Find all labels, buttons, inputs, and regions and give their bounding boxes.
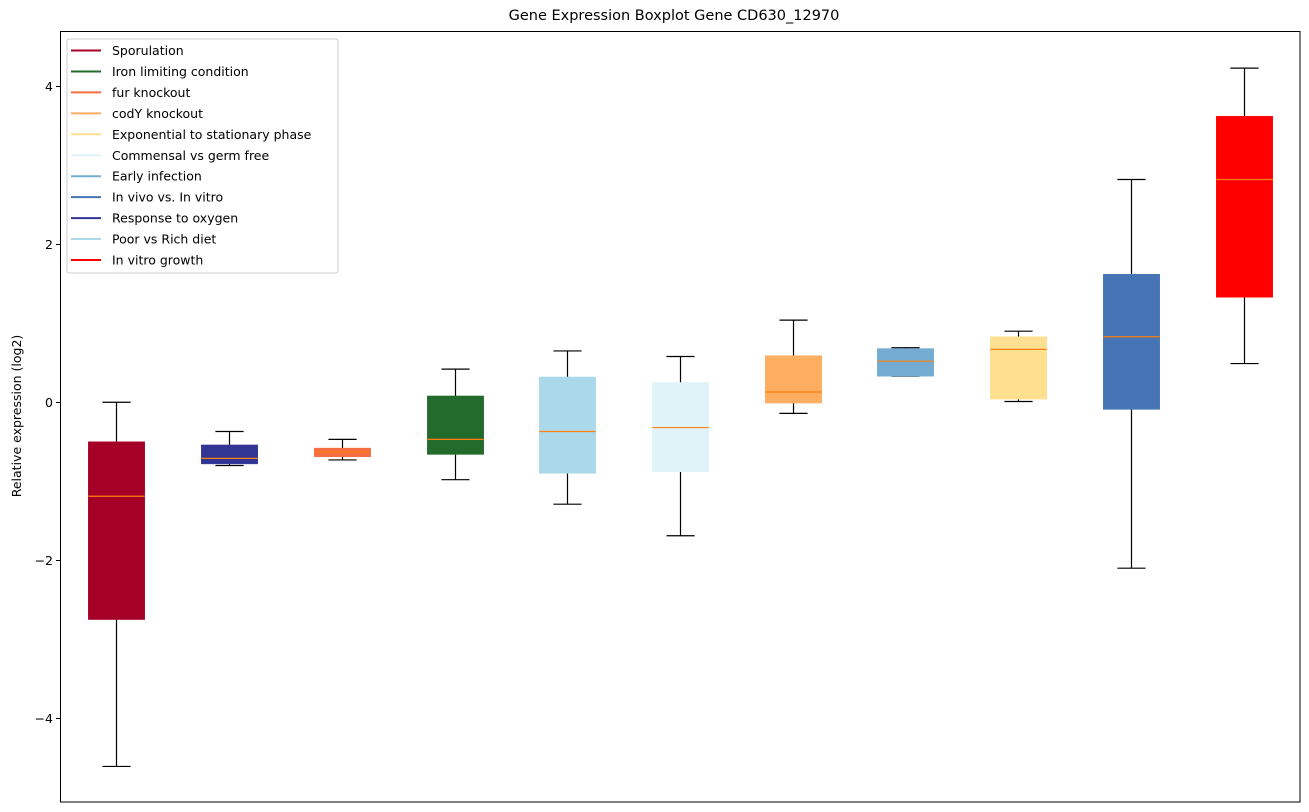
box-5 (539, 350, 596, 505)
legend-label: Exponential to stationary phase (112, 127, 312, 142)
legend-item: In vitro growth (71, 253, 203, 268)
legend-item: Commensal vs germ free (71, 148, 269, 163)
legend-item: codY knockout (71, 106, 203, 121)
legend-label: fur knockout (112, 85, 190, 100)
y-tick-label: 0 (45, 395, 53, 410)
box-iqr (765, 355, 822, 404)
legend-label: In vitro growth (112, 253, 203, 268)
y-tick-label: −4 (35, 711, 53, 726)
axes-frame (60, 31, 1301, 803)
legend-label: In vivo vs. In vitro (112, 190, 223, 205)
legend-item: In vivo vs. In vitro (71, 190, 223, 205)
box-iqr (427, 395, 484, 455)
legend-label: codY knockout (112, 106, 203, 121)
box-2 (201, 430, 258, 467)
y-tick-label: 4 (45, 79, 53, 94)
box-iqr (990, 336, 1047, 400)
legend-item: Poor vs Rich diet (71, 232, 216, 247)
box-9 (990, 330, 1047, 403)
legend: Sporulation Iron limiting condition fur kn… (66, 38, 339, 274)
box-iqr (539, 376, 596, 474)
box-11 (1216, 67, 1273, 365)
box-iqr (201, 444, 258, 465)
box-8 (877, 347, 934, 377)
box-3 (314, 438, 371, 461)
y-axis-label: Relative expression (log2) (9, 335, 24, 498)
legend-item: Sporulation (71, 43, 184, 58)
legend-label: Iron limiting condition (112, 64, 249, 79)
box-6 (652, 355, 709, 537)
legend-label: Commensal vs germ free (112, 148, 269, 163)
boxes (88, 67, 1273, 768)
legend-item: Iron limiting condition (71, 64, 249, 79)
chart-title: Gene Expression Boxplot Gene CD630_12970 (509, 8, 840, 24)
legend-frame (66, 38, 339, 274)
box-7 (765, 319, 822, 414)
y-axis-ticks: −4 −2 0 2 4 (35, 79, 60, 726)
y-tick-label: −2 (35, 553, 53, 568)
box-iqr (877, 348, 934, 377)
box-1 (88, 401, 145, 768)
legend-item: Response to oxygen (71, 211, 238, 226)
box-iqr (88, 441, 145, 620)
y-tick-label: 2 (45, 237, 53, 252)
legend-item: Early infection (71, 169, 202, 184)
legend-label: Early infection (112, 169, 202, 184)
legend-label: Response to oxygen (112, 211, 238, 226)
legend-item: Exponential to stationary phase (71, 127, 312, 142)
box-iqr (1103, 274, 1160, 410)
box-iqr (1216, 116, 1273, 298)
box-4 (427, 368, 484, 481)
legend-item: fur knockout (71, 85, 190, 100)
legend-label: Poor vs Rich diet (112, 232, 216, 247)
box-10 (1103, 178, 1160, 569)
legend-label: Sporulation (112, 43, 184, 58)
